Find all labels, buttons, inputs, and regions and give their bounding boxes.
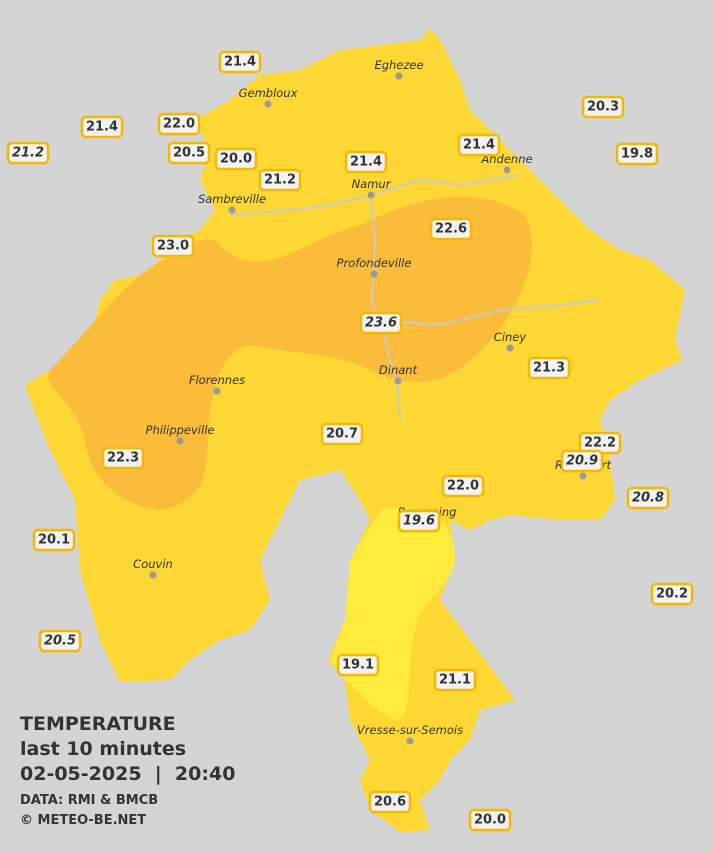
- station-box: [457, 133, 501, 157]
- station-value: 22.6: [435, 222, 467, 237]
- city-label: Florennes: [189, 373, 245, 387]
- station-value: 21.4: [86, 120, 118, 135]
- legend-datetime: 02-05-2025 | 20:40: [20, 763, 235, 785]
- legend-source: DATA: RMI & BMCB: [20, 793, 158, 808]
- station-box: [433, 668, 477, 692]
- station-value: 20.7: [326, 427, 358, 442]
- station-value: 20.6: [374, 795, 406, 810]
- station-value: 20.1: [38, 533, 70, 548]
- city-dot: [213, 387, 221, 395]
- city-dot: [506, 344, 514, 352]
- station-box: [650, 582, 694, 606]
- city-label: Philippeville: [146, 423, 215, 437]
- station-box: [344, 150, 388, 174]
- station-value: 20.9: [566, 454, 598, 469]
- city-label: Sambreville: [198, 192, 266, 206]
- station-value: 20.5: [44, 634, 76, 649]
- station-box: [626, 486, 670, 510]
- station-value: 21.1: [439, 673, 471, 688]
- city-dot: [228, 206, 236, 214]
- city-label: Profondeville: [337, 256, 412, 270]
- city-label: Vresse-sur-Semois: [357, 723, 463, 737]
- city-label: Gembloux: [239, 86, 298, 100]
- station-value: 20.8: [632, 491, 664, 506]
- station-box: [581, 95, 625, 119]
- station-value: 23.6: [365, 316, 397, 331]
- city-dot: [370, 270, 378, 278]
- station-box: [80, 115, 124, 139]
- station-box: [560, 449, 604, 473]
- station-box: [157, 112, 201, 136]
- city-dot: [176, 437, 184, 445]
- city-label: Eghezee: [374, 58, 423, 72]
- station-box: [527, 356, 571, 380]
- station-box: [6, 141, 50, 165]
- city-label: Namur: [352, 177, 392, 191]
- station-value: 19.6: [403, 514, 435, 529]
- station-value: 20.0: [474, 813, 506, 828]
- station-value: 21.2: [264, 173, 296, 188]
- station-box: [468, 808, 512, 832]
- station-value: 21.4: [463, 138, 495, 153]
- station-value: 21.4: [350, 155, 382, 170]
- station-box: [336, 653, 380, 677]
- station-box: [359, 311, 403, 335]
- station-value: 19.1: [342, 658, 374, 673]
- station-box: [32, 528, 76, 552]
- city-dot: [503, 166, 511, 174]
- station-value: 20.2: [656, 587, 688, 602]
- station-value: 20.3: [587, 100, 619, 115]
- legend-subtitle: last 10 minutes: [20, 738, 186, 760]
- stations: 21.4 21.4 21.2 22.0 20.5 20.0 21.2 21.4 21.4 20.3…: [6, 50, 694, 832]
- station-box: [320, 422, 364, 446]
- city-dot: [394, 377, 402, 385]
- station-value: 21.4: [224, 55, 256, 70]
- city-dot: [149, 571, 157, 579]
- city-dot: [579, 472, 587, 480]
- station-box: [258, 168, 302, 192]
- station-value: 19.8: [621, 147, 653, 162]
- legend-title: TEMPERATURE: [20, 713, 176, 735]
- station-value: 22.3: [107, 451, 139, 466]
- station-box: [218, 50, 262, 74]
- station-value: 21.2: [12, 146, 44, 161]
- legend-copyright: © METEO-BE.NET: [20, 813, 146, 828]
- station-box: [397, 509, 441, 533]
- city-dot: [264, 100, 272, 108]
- station-value: 21.3: [533, 361, 565, 376]
- station-box: [101, 446, 145, 470]
- station-value: 22.0: [447, 479, 479, 494]
- city-label: Dinant: [379, 363, 418, 377]
- station-box: [441, 474, 485, 498]
- station-value: 20.0: [220, 152, 252, 167]
- station-value: 20.5: [173, 146, 205, 161]
- station-value: 22.0: [163, 117, 195, 132]
- city-label: Couvin: [133, 557, 173, 571]
- warm-zone: [48, 196, 532, 511]
- station-box: [429, 217, 473, 241]
- station-box: [615, 142, 659, 166]
- city-dot: [406, 737, 414, 745]
- station-box: [151, 234, 195, 258]
- station-value: 23.0: [157, 239, 189, 254]
- station-box: [214, 147, 258, 171]
- city-label: Ciney: [494, 330, 527, 344]
- station-value: 22.2: [584, 436, 616, 451]
- city-dot: [395, 72, 403, 80]
- station-box: [167, 141, 211, 165]
- station-box: [38, 629, 82, 653]
- city-dot: [367, 191, 375, 199]
- station-box: [368, 790, 412, 814]
